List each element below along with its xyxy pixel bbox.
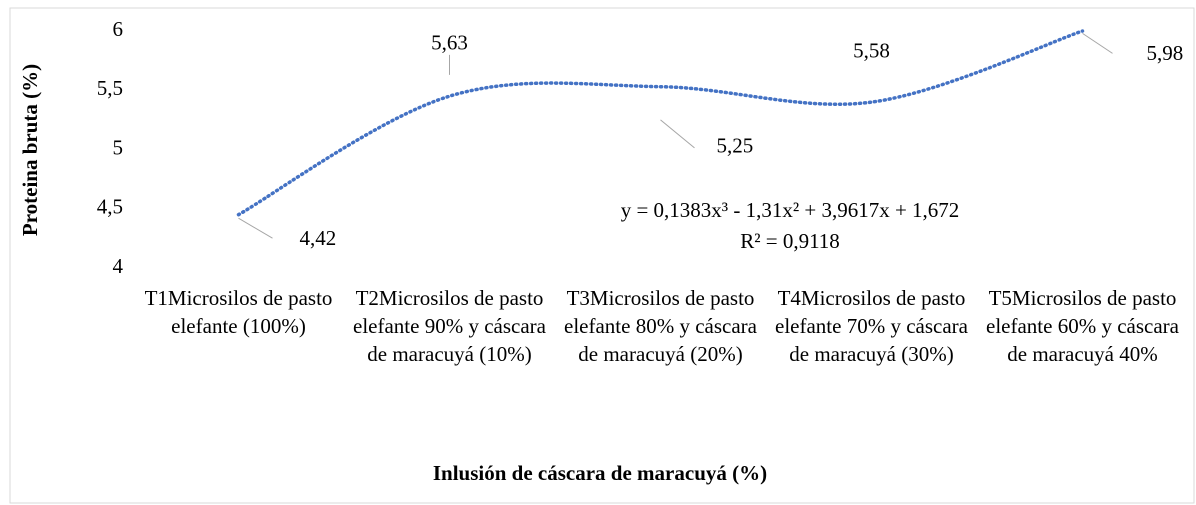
leader-line [660, 119, 695, 149]
data-point [870, 79, 874, 83]
data-label: 5,25 [717, 134, 754, 158]
x-tick-label: T3Microsilos de pasto elefante 80% y cásc… [564, 286, 758, 366]
leader-line [1082, 32, 1113, 54]
x-tick-label: T1Microsilos de pasto elefante (100%) [145, 286, 333, 338]
y-tick-label: 5,5 [97, 76, 123, 100]
y-tick-label: 6 [113, 17, 124, 41]
chart-border [9, 7, 1195, 504]
trendline-equation: y = 0,1383x³ - 1,31x² + 3,9617x + 1,672 [621, 198, 960, 222]
y-tick-label: 4 [113, 254, 124, 278]
y-tick-label: 5 [113, 135, 124, 159]
y-axis-title: Proteina bruta (%) [18, 64, 42, 236]
data-label: 5,98 [1147, 41, 1184, 65]
x-tick-label: T4Microsilos de pasto elefante 70% y cásc… [775, 286, 969, 366]
x-tick-label: T5Microsilos de pasto elefante 60% y cásc… [986, 286, 1180, 366]
trendline [236, 29, 1085, 217]
x-tick-label: T2Microsilos de pasto elefante 90% y cásc… [353, 286, 547, 366]
leader-line [238, 217, 273, 239]
x-axis-title: Inlusión de cáscara de maracuyá (%) [433, 461, 767, 485]
data-label: 5,58 [853, 39, 890, 63]
data-label: 4,42 [300, 226, 337, 250]
y-tick-label: 4,5 [97, 195, 123, 219]
r-squared: R² = 0,9118 [740, 229, 840, 253]
data-label: 5,63 [431, 31, 468, 55]
